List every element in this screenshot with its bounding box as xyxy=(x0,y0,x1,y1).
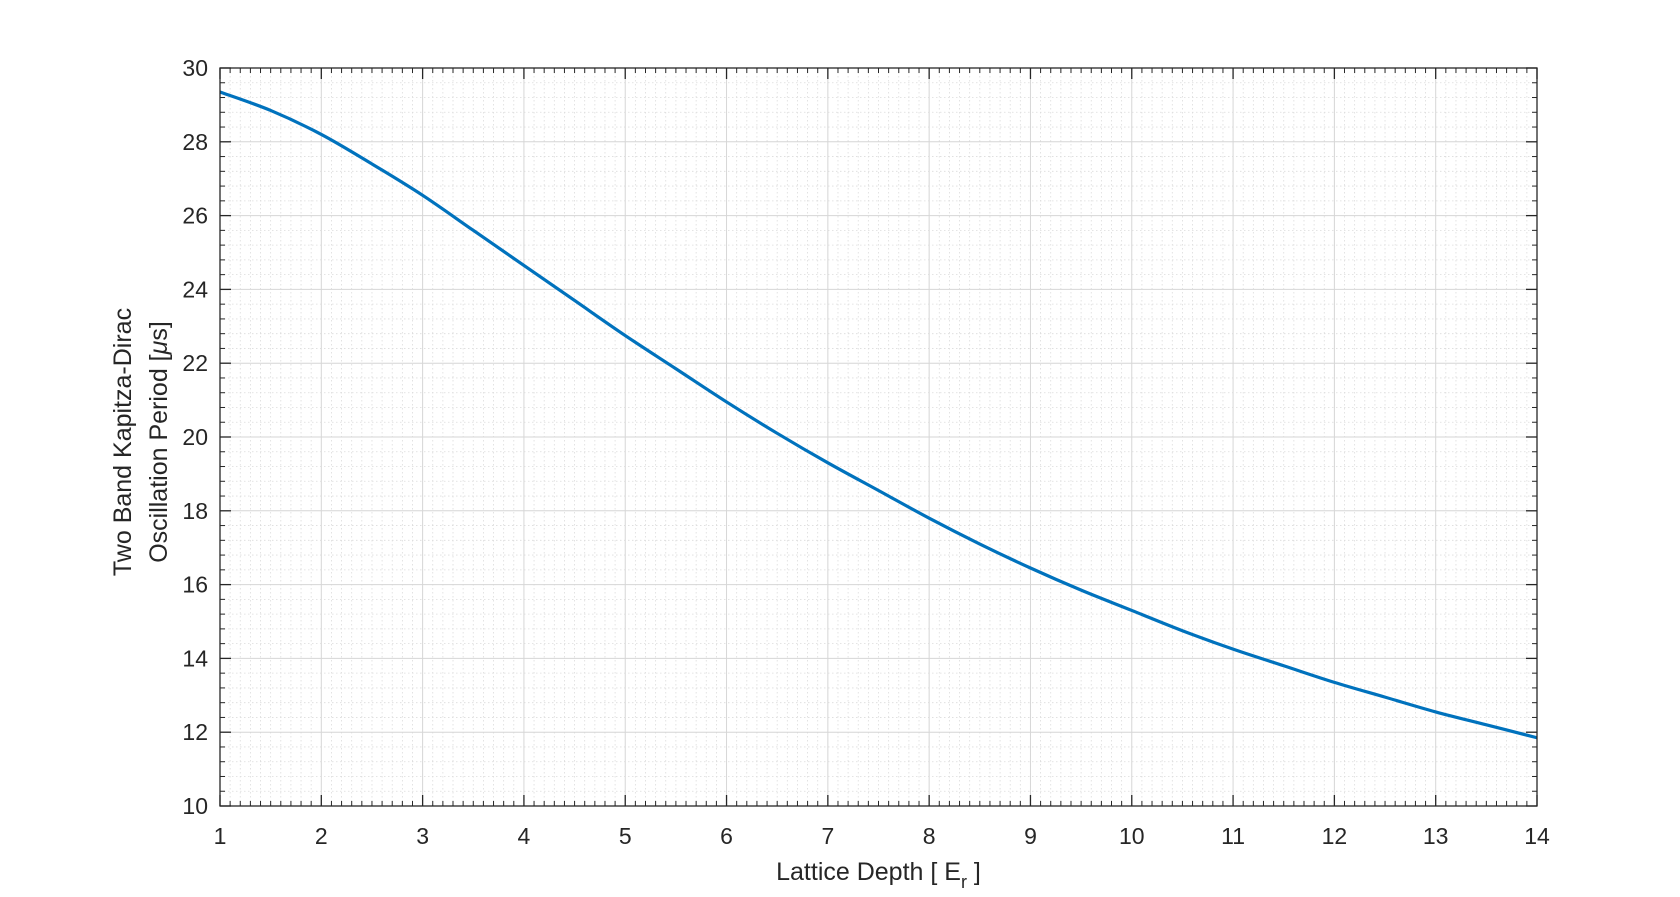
y-tick-label: 28 xyxy=(182,129,208,155)
major-ticks xyxy=(219,67,1538,807)
x-axis-title: Lattice Depth [ Er ] xyxy=(776,858,981,892)
y-axis-title: Two Band Kapitza-Dirac Oscillation Perio… xyxy=(109,308,173,576)
y-tick-labels: 10 12 14 16 18 20 22 24 26 28 30 xyxy=(182,55,208,819)
minor-ticks xyxy=(220,68,1537,806)
x-tick-label: 3 xyxy=(416,823,429,849)
x-tick-label: 13 xyxy=(1423,823,1449,849)
y-tick-label: 12 xyxy=(182,719,208,745)
y-axis-title-line2-suffix: s] xyxy=(145,321,173,340)
series-line xyxy=(219,90,1538,740)
y-tick-label: 10 xyxy=(182,793,208,819)
y-tick-label: 14 xyxy=(182,645,208,671)
x-tick-label: 14 xyxy=(1524,823,1550,849)
x-tick-label: 2 xyxy=(315,823,328,849)
y-tick-label: 22 xyxy=(182,350,208,376)
y-tick-label: 24 xyxy=(182,276,208,302)
y-axis-title-line1-text: Two Band Kapitza-Dirac xyxy=(109,308,137,576)
y-axis-title-line1: Two Band Kapitza-Dirac xyxy=(109,308,137,576)
x-tick-label: 5 xyxy=(619,823,632,849)
x-axis-title-suffix: ] xyxy=(967,858,981,886)
x-tick-label: 11 xyxy=(1221,823,1245,849)
y-tick-label: 30 xyxy=(182,55,208,81)
x-tick-label: 12 xyxy=(1322,823,1348,849)
x-axis-title-subscript: r xyxy=(961,872,967,892)
y-axis-title-mu: μ xyxy=(145,340,173,355)
y-tick-label: 20 xyxy=(182,424,208,450)
x-tick-labels: 1 2 3 4 5 6 7 8 9 10 11 12 13 14 xyxy=(214,823,1550,849)
x-tick-label: 4 xyxy=(518,823,531,849)
y-axis-title-line2-prefix: Oscillation Period [ xyxy=(145,354,173,562)
x-tick-label: 7 xyxy=(821,823,834,849)
x-axis-title-main: Lattice Depth [ E xyxy=(776,858,961,886)
x-tick-label: 6 xyxy=(720,823,733,849)
x-tick-label: 8 xyxy=(923,823,936,849)
y-axis-title-line2: Oscillation Period [μs] xyxy=(145,321,173,563)
x-tick-label: 1 xyxy=(214,823,227,849)
series-layer xyxy=(219,90,1538,740)
x-tick-label: 10 xyxy=(1119,823,1145,849)
y-tick-label: 18 xyxy=(182,498,208,524)
plot-area xyxy=(219,67,1538,807)
y-tick-label: 16 xyxy=(182,572,208,598)
y-tick-label: 26 xyxy=(182,203,208,229)
x-tick-label: 9 xyxy=(1024,823,1037,849)
